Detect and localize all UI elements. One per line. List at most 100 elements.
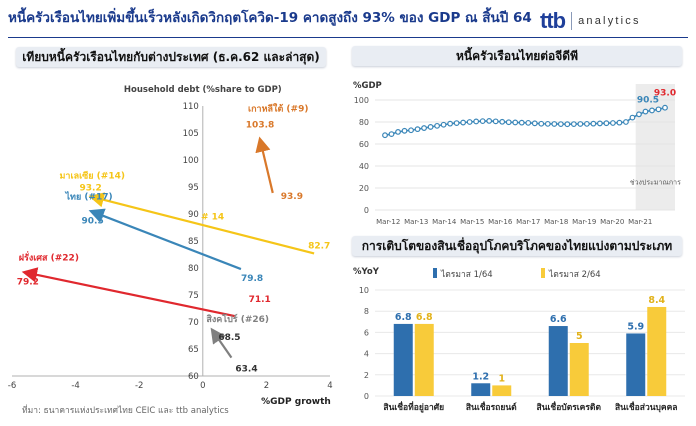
baseline-value-label: 93.9 <box>281 192 303 202</box>
x-tick-label: Mar-18 <box>544 218 568 226</box>
debt-point <box>434 122 440 129</box>
debt-point <box>414 126 421 133</box>
bar-value-label: 5.9 <box>627 321 644 332</box>
value-annotation: 90.5 <box>637 95 659 105</box>
debt-point <box>655 106 662 113</box>
category-label: สินเชื่อรถยนต์ <box>466 400 517 413</box>
legend-label: ไตรมาส 1/64 <box>440 269 493 280</box>
x-tick-label: Mar-20 <box>600 218 624 226</box>
bar-value-label: 8.4 <box>648 295 665 306</box>
series-name-label: มาเลเซีย (#14) <box>60 171 125 182</box>
debt-point <box>382 132 388 139</box>
debt-point <box>408 127 414 134</box>
debt-point <box>583 120 590 127</box>
header-rule <box>8 37 688 38</box>
x-tick-label: -2 <box>135 381 143 391</box>
debt-point <box>499 118 506 125</box>
bar-value-label: 6.8 <box>416 312 433 323</box>
y-tick-label: 60 <box>359 140 369 149</box>
y-tick-label: 6 <box>364 328 369 337</box>
bar-value-label: 1 <box>498 373 505 384</box>
y-tick-label: 70 <box>188 318 199 328</box>
series-arrow <box>88 192 315 255</box>
debt-point <box>531 120 538 127</box>
debt-point <box>479 118 486 125</box>
debt-point <box>642 108 649 115</box>
latest-value-label: 79.2 <box>17 277 39 287</box>
y-axis-title: %GDP <box>353 81 382 91</box>
debt-point <box>440 121 447 128</box>
series-arrow <box>21 267 235 318</box>
y-tick-label: 100 <box>354 96 369 105</box>
series-name-label: เกาหลีใต้ (#9) <box>248 102 308 114</box>
y-tick-label: 75 <box>188 291 199 301</box>
bar <box>569 343 589 396</box>
debt-point <box>544 120 551 127</box>
left-panel-heading: เทียบหนี้ครัวเรือนไทยกับต่างประเทศ (ธ.ค.… <box>16 47 326 67</box>
x-tick-label: 4 <box>327 381 332 391</box>
category-label: สินเชื่อที่อยู่อาศัย <box>383 400 444 413</box>
debt-point <box>525 119 532 126</box>
debt-point <box>486 118 493 124</box>
bar <box>492 385 512 396</box>
value-annotation: 93.0 <box>654 89 676 99</box>
debt-point <box>610 120 616 126</box>
legend-swatch <box>541 268 545 278</box>
y-tick-label: 0 <box>364 392 369 401</box>
debt-point <box>551 121 558 127</box>
x-tick-label: Mar-19 <box>572 218 596 226</box>
y-tick-label: 100 <box>183 156 199 166</box>
x-tick-label: -4 <box>71 381 79 391</box>
y-tick-label: 85 <box>188 237 199 247</box>
bar-value-label: 1.2 <box>472 371 489 382</box>
x-tick-label: Mar-16 <box>488 218 513 226</box>
right-top-heading: หนี้ครัวเรือนไทยต่อจีดีพี <box>352 46 682 66</box>
latest-value-label: 93.2 <box>80 184 102 194</box>
y-axis-title: Household debt (%share to GDP) <box>124 85 282 95</box>
y-tick-label: 80 <box>359 118 369 127</box>
y-tick-label: 4 <box>364 350 369 359</box>
bar <box>647 306 667 396</box>
series-arrow <box>210 327 233 359</box>
y-tick-label: 8 <box>364 307 369 316</box>
latest-value-label: 103.8 <box>246 120 274 130</box>
projection-label: ช่วงประมาณการ <box>630 179 681 187</box>
debt-series-line <box>384 106 666 136</box>
latest-value-label: 90.5 <box>82 216 104 226</box>
y-tick-label: 65 <box>188 345 199 355</box>
x-tick-label: Mar-15 <box>460 218 484 226</box>
bar <box>548 326 568 396</box>
bar <box>626 333 646 396</box>
y-axis-title: %YoY <box>353 267 380 277</box>
debt-point <box>421 125 427 131</box>
debt-point <box>473 118 480 125</box>
bar <box>471 383 491 396</box>
y-tick-label: 80 <box>188 264 199 274</box>
baseline-value-label: 63.4 <box>235 365 257 375</box>
y-tick-label: 40 <box>359 162 369 171</box>
y-tick-label: 2 <box>364 371 369 380</box>
legend-label: ไตรมาส 2/64 <box>548 269 601 280</box>
mid-rank-label: # 14 <box>201 212 224 222</box>
latest-value-label: 68.5 <box>218 333 240 343</box>
debt-point <box>460 119 467 126</box>
debt-point <box>388 131 395 137</box>
page-title: หนี้ครัวเรือนไทยเพิ่มขึ้นเร็วหลังเกิดวิก… <box>8 10 532 26</box>
baseline-value-label: 79.8 <box>241 274 263 284</box>
debt-point <box>466 119 473 125</box>
baseline-value-label: 71.1 <box>249 295 271 305</box>
series-name-label: สิงคโปร์ (#26) <box>206 313 269 325</box>
x-tick-label: Mar-13 <box>404 218 428 226</box>
series-arrow <box>88 208 242 271</box>
debt-point <box>636 111 642 118</box>
brand-logo: ttb analytics <box>540 8 641 34</box>
debt-point <box>447 120 454 127</box>
y-tick-label: 20 <box>359 184 369 193</box>
category-label: สินเชื่อบัตรเครดิต <box>537 400 602 413</box>
bar <box>414 323 434 396</box>
y-tick-label: 110 <box>183 102 199 112</box>
x-axis-title: %GDP growth <box>261 397 331 407</box>
logo-analytics: analytics <box>578 15 641 27</box>
debt-point <box>590 120 597 127</box>
y-tick-label: 0 <box>364 206 369 215</box>
